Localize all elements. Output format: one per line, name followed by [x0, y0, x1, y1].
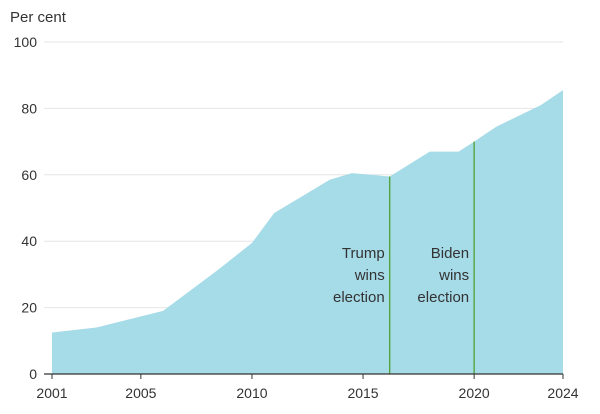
y-tick-label: 100	[14, 34, 38, 50]
y-tick-label: 80	[21, 100, 37, 116]
event-annotation-line: Biden	[431, 245, 469, 262]
area-layer	[52, 90, 563, 374]
x-tick-label: 2024	[547, 385, 578, 401]
axes: 0 20 40 60 80 100 2001 2005 2010 2015 2020 2024	[14, 34, 579, 401]
event-annotation-line: wins	[438, 267, 469, 284]
y-tick-label: 40	[21, 233, 37, 249]
event-annotation-line: election	[417, 289, 469, 306]
area-series-0	[52, 90, 563, 374]
event-annotation-0: Trump wins election	[333, 245, 385, 306]
event-annotation-line: election	[333, 289, 385, 306]
y-tick-label: 60	[21, 167, 37, 183]
x-tick-label: 2020	[459, 385, 490, 401]
x-tick-label: 2010	[236, 385, 267, 401]
event-annotation-line: wins	[354, 267, 385, 284]
y-tick-label: 20	[21, 300, 37, 316]
event-annotation-line: Trump	[342, 245, 385, 262]
x-tick-label: 2001	[36, 385, 67, 401]
x-tick-label: 2015	[347, 385, 378, 401]
event-annotation-1: Biden wins election	[417, 245, 469, 306]
event-markers: Trump wins election Biden wins election	[333, 141, 475, 374]
y-axis-label: Per cent	[10, 9, 67, 26]
x-tick-label: 2005	[125, 385, 156, 401]
y-tick-label: 0	[29, 366, 37, 382]
